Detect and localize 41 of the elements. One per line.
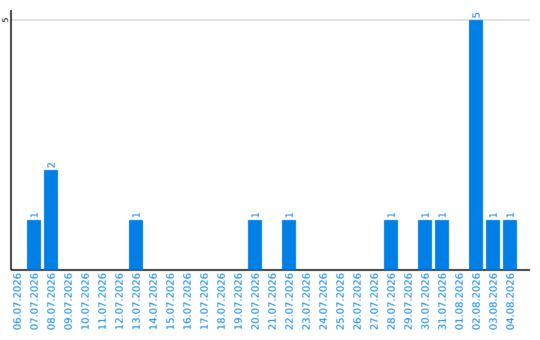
x-tick-label: 17.07.2026 bbox=[200, 274, 208, 330]
data-label: 1 bbox=[132, 212, 140, 218]
x-tick-label: 12.07.2026 bbox=[115, 274, 123, 330]
data-label: 1 bbox=[387, 212, 395, 218]
x-tick-label: 31.07.2026 bbox=[438, 274, 446, 330]
x-tick-label: 27.07.2026 bbox=[370, 274, 378, 330]
x-tick-label: 15.07.2026 bbox=[166, 274, 174, 330]
x-tick-label: 08.07.2026 bbox=[47, 274, 55, 330]
data-label: 1 bbox=[489, 212, 497, 218]
x-tick-label: 03.08.2026 bbox=[489, 274, 497, 330]
x-tick-label: 30.07.2026 bbox=[421, 274, 429, 330]
x-tick-label: 25.07.2026 bbox=[336, 274, 344, 330]
data-label: 2 bbox=[47, 163, 55, 168]
x-tick-label: 01.08.2026 bbox=[455, 274, 463, 330]
data-label: 1 bbox=[285, 212, 293, 218]
x-tick-label: 23.07.2026 bbox=[302, 274, 310, 330]
x-tick-label: 22.07.2026 bbox=[285, 274, 293, 330]
x-tick-label: 18.07.2026 bbox=[217, 274, 225, 330]
data-label: 1 bbox=[30, 212, 38, 218]
data-label: 1 bbox=[421, 212, 429, 218]
data-label: 1 bbox=[438, 212, 446, 218]
x-tick-label: 07.07.2026 bbox=[30, 274, 38, 330]
x-tick-label: 21.07.2026 bbox=[268, 274, 276, 330]
x-tick-label: 24.07.2026 bbox=[319, 274, 327, 330]
x-tick-label: 11.07.2026 bbox=[98, 274, 106, 330]
x-tick-label: 26.07.2026 bbox=[353, 274, 361, 330]
data-label: 1 bbox=[251, 212, 259, 218]
data-label: 1 bbox=[506, 212, 514, 218]
x-tick-label: 02.08.2026 bbox=[472, 274, 480, 330]
x-tick-label: 06.07.2026 bbox=[13, 274, 21, 330]
data-label: 5 bbox=[472, 12, 480, 18]
x-tick-label: 14.07.2026 bbox=[149, 274, 157, 330]
x-tick-label: 10.07.2026 bbox=[81, 274, 89, 330]
x-tick-label: 28.07.2026 bbox=[387, 274, 395, 330]
x-tick-label: 16.07.2026 bbox=[183, 274, 191, 330]
x-tick-label: 19.07.2026 bbox=[234, 274, 242, 330]
x-tick-label: 20.07.2026 bbox=[251, 274, 259, 330]
x-tick-label: 09.07.2026 bbox=[64, 274, 72, 330]
x-tick-label: 29.07.2026 bbox=[404, 274, 412, 330]
x-tick-label: 13.07.2026 bbox=[132, 274, 140, 330]
x-tick-label: 04.08.2026 bbox=[506, 274, 514, 330]
